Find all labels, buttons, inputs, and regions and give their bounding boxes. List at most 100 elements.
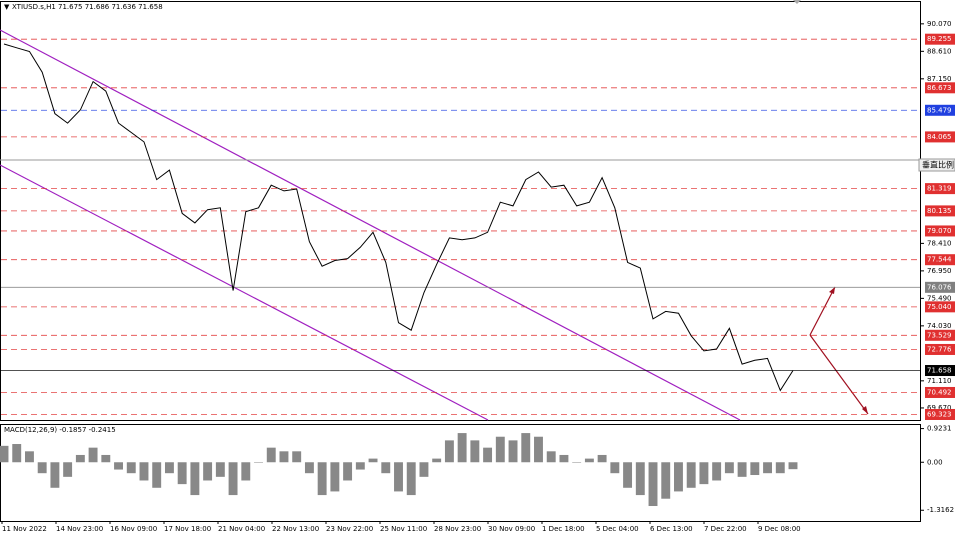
- level-box: [925, 301, 955, 313]
- macd-bar: [712, 462, 722, 481]
- macd-bar: [457, 433, 467, 463]
- level-label: 70.492: [927, 388, 952, 396]
- macd-bar: [139, 462, 149, 481]
- macd-bar: [0, 445, 9, 463]
- macd-bar: [114, 462, 123, 470]
- title-arrow: ▼: [4, 3, 10, 11]
- scale-box: [918, 158, 955, 172]
- macd-bar: [623, 462, 633, 488]
- macd-bar: [546, 451, 556, 463]
- macd-bar: [88, 447, 98, 463]
- x-tick-label: 1 Dec 18:00: [542, 525, 585, 533]
- macd-bar: [368, 458, 378, 463]
- chart-title: XTIUSD.s,H1 71.675 71.686 71.636 71.658: [12, 3, 163, 11]
- macd-bar: [775, 462, 785, 474]
- macd-bar: [470, 440, 480, 463]
- x-tick-label: 16 Nov 09:00: [110, 525, 157, 533]
- trend-line: [0, 29, 741, 421]
- level-label: 79.070: [927, 227, 952, 235]
- macd-bar: [394, 462, 403, 492]
- level-label: 86.673: [927, 84, 952, 92]
- macd-panel: [0, 424, 921, 522]
- macd-bar: [12, 444, 22, 463]
- macd-bar: [724, 462, 734, 474]
- macd-bar: [126, 462, 136, 474]
- macd-bar: [699, 462, 709, 485]
- level-box: [925, 343, 955, 355]
- x-tick-label: 5 Dec 04:00: [596, 525, 639, 533]
- macd-bar: [495, 436, 505, 463]
- macd-bar: [75, 454, 85, 463]
- x-tick-label: 17 Nov 18:00: [164, 525, 211, 533]
- macd-bar: [292, 451, 302, 463]
- level-box: [925, 281, 955, 293]
- macd-bar: [737, 462, 747, 477]
- macd-bar: [203, 462, 213, 481]
- forecast-arrow: [809, 286, 836, 336]
- level-label: 72.776: [927, 345, 952, 353]
- macd-bar: [355, 462, 365, 470]
- x-tick-label: 23 Nov 22:00: [326, 525, 373, 533]
- y-tick-label: 75.490: [927, 294, 952, 302]
- level-box: [925, 365, 955, 377]
- macd-bar: [559, 454, 569, 463]
- macd-bar: [686, 462, 696, 488]
- level-label: 76.076: [927, 283, 952, 291]
- x-tick-label: 6 Dec 13:00: [650, 525, 693, 533]
- y-tick-label: 87.150: [927, 75, 952, 83]
- x-tick-label: 30 Nov 09:00: [488, 525, 535, 533]
- level-box: [925, 254, 955, 266]
- macd-bar: [241, 462, 251, 481]
- y-tick-label: 78.410: [927, 239, 952, 247]
- y-tick-label: 76.950: [927, 267, 952, 275]
- x-tick-label: 28 Nov 23:00: [434, 525, 481, 533]
- shift-marker: [793, 0, 801, 4]
- x-tick-label: 11 Nov 2022: [2, 525, 47, 533]
- macd-bar: [330, 462, 340, 492]
- macd-bar: [635, 462, 645, 496]
- x-tick-label: 25 Nov 11:00: [380, 525, 427, 533]
- macd-bar: [37, 462, 47, 474]
- macd-bar: [215, 462, 225, 477]
- macd-tick-label: 0.00: [927, 458, 943, 466]
- x-tick-label: 22 Nov 13:00: [272, 525, 319, 533]
- macd-bar: [50, 462, 60, 488]
- macd-bar: [763, 462, 773, 474]
- macd-bar: [317, 462, 327, 496]
- macd-bar: [508, 440, 518, 463]
- level-box: [925, 82, 955, 94]
- level-label: 89.255: [927, 35, 952, 43]
- macd-bar: [152, 462, 162, 488]
- macd-bar: [164, 462, 174, 474]
- level-box: [925, 205, 955, 217]
- macd-bar: [266, 447, 276, 463]
- macd-bar: [177, 462, 187, 485]
- macd-tick-label: -1.3162: [927, 506, 954, 514]
- macd-bar: [610, 462, 620, 474]
- forecast-arrow: [809, 334, 869, 415]
- level-box: [925, 386, 955, 398]
- level-label: 81.319: [927, 185, 952, 193]
- macd-bar: [750, 462, 760, 476]
- x-tick-label: 7 Dec 22:00: [704, 525, 747, 533]
- scale-label: 垂直比例: [922, 160, 954, 170]
- macd-bar: [648, 462, 658, 507]
- macd-bar: [584, 458, 594, 463]
- macd-tick-label: 0.9231: [927, 425, 952, 433]
- macd-bar: [343, 462, 353, 481]
- price-line: [3, 43, 794, 392]
- macd-bar: [304, 462, 314, 474]
- macd-bar: [406, 462, 416, 496]
- macd-bar: [444, 440, 454, 463]
- macd-bar: [279, 451, 289, 463]
- y-tick-label: 90.070: [927, 20, 952, 28]
- level-box: [925, 104, 955, 116]
- level-box: [925, 183, 955, 195]
- macd-bar: [483, 447, 493, 463]
- macd-bar: [381, 462, 391, 474]
- trend-line: [0, 164, 489, 421]
- level-label: 73.529: [927, 331, 952, 339]
- level-label: 75.040: [927, 303, 952, 311]
